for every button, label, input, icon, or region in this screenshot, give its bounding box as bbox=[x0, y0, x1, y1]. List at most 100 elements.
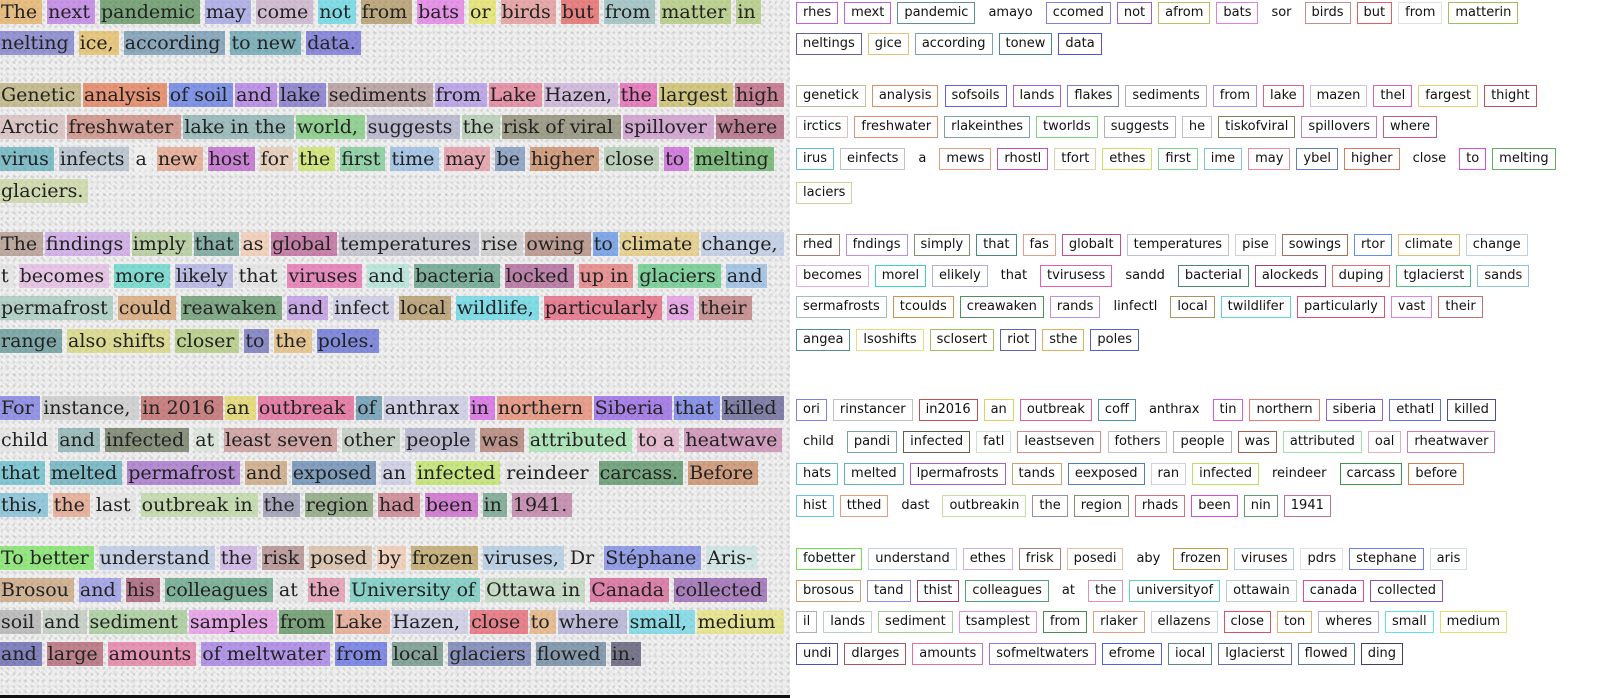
highlighted-word: Lake bbox=[334, 610, 390, 634]
ocr-word-box: northern bbox=[1249, 399, 1320, 421]
highlighted-word: suggests bbox=[366, 115, 460, 139]
ocr-word-box: viruses bbox=[1234, 548, 1295, 570]
highlighted-word: in 2016 bbox=[141, 396, 224, 420]
ocr-word-box: amounts bbox=[912, 643, 984, 665]
highlighted-word: last bbox=[94, 493, 136, 517]
ocr-word-box: duping bbox=[1331, 265, 1391, 287]
ocr-word-box: the bbox=[1032, 495, 1068, 517]
highlighted-word: of soil bbox=[168, 83, 234, 107]
highlighted-word: analysis bbox=[82, 83, 167, 107]
ocr-word-box: dlarges bbox=[844, 643, 907, 665]
highlighted-word: frozen bbox=[410, 546, 478, 570]
highlighted-word: climate bbox=[620, 232, 699, 256]
highlighted-word: that bbox=[237, 264, 283, 288]
highlighted-word: glaciers bbox=[638, 264, 721, 288]
highlighted-word: that bbox=[673, 396, 721, 420]
ocr-word-box: ccomed bbox=[1045, 2, 1111, 24]
highlighted-word: Brosou bbox=[0, 578, 74, 602]
ocr-word-box: rlaker bbox=[1093, 611, 1145, 633]
highlighted-word: lake in the bbox=[183, 115, 294, 139]
ocr-word-box: to bbox=[1459, 148, 1487, 170]
ocr-word-box: thist bbox=[916, 580, 960, 602]
highlighted-word: had bbox=[377, 493, 420, 517]
ocr-word-box: tvirusess bbox=[1040, 265, 1113, 287]
ocr-word-box: tglacierst bbox=[1396, 265, 1472, 287]
highlighted-word: to bbox=[529, 610, 556, 634]
ocr-word-box: sediments bbox=[1125, 85, 1207, 107]
highlighted-word: University of bbox=[349, 578, 481, 602]
highlighted-word: may bbox=[444, 147, 491, 171]
highlighted-word: the bbox=[307, 578, 345, 602]
highlighted-word: samples bbox=[188, 610, 277, 634]
ocr-word-box: ding bbox=[1360, 643, 1404, 665]
ocr-word-box: but bbox=[1356, 2, 1393, 24]
highlighted-word: t bbox=[0, 264, 14, 288]
ocr-word-box: small bbox=[1385, 611, 1434, 633]
ocr-word-box: genetick bbox=[796, 85, 866, 107]
highlighted-word: as bbox=[667, 296, 695, 320]
highlighted-word: may bbox=[204, 0, 251, 24]
ocr-word-box: frozen bbox=[1173, 548, 1229, 570]
highlighted-word: understand bbox=[98, 546, 215, 570]
ocr-word-box: globalt bbox=[1061, 234, 1121, 256]
highlighted-word: other bbox=[342, 428, 401, 452]
highlighted-word: data. bbox=[306, 31, 361, 55]
highlighted-word: temperatures bbox=[339, 232, 479, 256]
highlighted-word: Stéphane bbox=[604, 546, 702, 570]
ocr-word-box: il bbox=[796, 611, 818, 633]
highlighted-word: according bbox=[123, 31, 226, 55]
ocr-word-box: iocal bbox=[1167, 643, 1213, 665]
highlighted-word: this, bbox=[0, 493, 48, 517]
ocr-word-box: efrome bbox=[1101, 643, 1162, 665]
highlighted-word: small, bbox=[628, 610, 695, 634]
highlighted-word: by bbox=[377, 546, 406, 570]
highlighted-word: imply bbox=[131, 232, 192, 256]
ocr-word-box: rhed bbox=[796, 234, 840, 256]
ocr-word-box: that bbox=[1000, 268, 1028, 283]
ocr-word-box: mews bbox=[939, 148, 992, 170]
highlighted-word: close bbox=[470, 610, 528, 634]
highlighted-word: his bbox=[125, 578, 160, 602]
ocr-word-box: rhads bbox=[1134, 495, 1186, 517]
highlighted-word: collected bbox=[674, 578, 768, 602]
highlighted-word: owing bbox=[525, 232, 591, 256]
ocr-word-box: outbreakin bbox=[942, 495, 1027, 517]
ocr-word-box: tfort bbox=[1054, 148, 1097, 170]
highlighted-word: lake bbox=[279, 83, 326, 107]
ocr-word-box: fatl bbox=[976, 431, 1012, 453]
ocr-word-box: hist bbox=[796, 495, 834, 517]
ocr-word-box: colleagues bbox=[965, 580, 1049, 602]
highlighted-word: soil bbox=[0, 610, 42, 634]
ocr-word-box: ottawain bbox=[1226, 580, 1297, 602]
ocr-word-box: ethatl bbox=[1389, 399, 1442, 421]
highlighted-word: ice, bbox=[78, 31, 119, 55]
highlighted-word: infects bbox=[58, 147, 130, 171]
ocr-word-box: simply bbox=[913, 234, 971, 256]
ocr-word-box: lglacierst bbox=[1218, 643, 1292, 665]
highlighted-word: in bbox=[736, 0, 761, 24]
ocr-word-box: close bbox=[1223, 611, 1271, 633]
ocr-word-box: infected bbox=[903, 431, 971, 453]
highlighted-word: to bbox=[664, 147, 690, 171]
highlighted-word: Arctic bbox=[0, 115, 66, 139]
highlighted-word: from bbox=[278, 610, 333, 634]
highlighted-word: bacteria bbox=[414, 264, 500, 288]
highlighted-word: likely bbox=[174, 264, 233, 288]
highlighted-word: global bbox=[271, 232, 338, 256]
highlighted-word: from bbox=[360, 0, 413, 24]
ocr-word-box: aris bbox=[1429, 548, 1468, 570]
highlighted-word: been bbox=[424, 493, 478, 517]
ocr-word-box: attributed bbox=[1282, 431, 1362, 453]
highlighted-word: host bbox=[207, 147, 255, 171]
ocr-word-box: sofmeltwaters bbox=[989, 643, 1096, 665]
highlighted-word: risk bbox=[261, 546, 305, 570]
highlighted-word: local bbox=[391, 642, 444, 666]
ocr-word-box: eexposed bbox=[1067, 463, 1145, 485]
highlighted-word: from bbox=[434, 83, 487, 107]
ocr-word-box: tcoulds bbox=[892, 296, 954, 318]
ocr-word-box: twildlifer bbox=[1220, 296, 1291, 318]
highlighted-word: and bbox=[78, 578, 121, 602]
highlighted-word: killed bbox=[722, 396, 784, 420]
ocr-word-box: temperatures bbox=[1126, 234, 1230, 256]
ocr-word-box: mazen bbox=[1309, 85, 1368, 107]
